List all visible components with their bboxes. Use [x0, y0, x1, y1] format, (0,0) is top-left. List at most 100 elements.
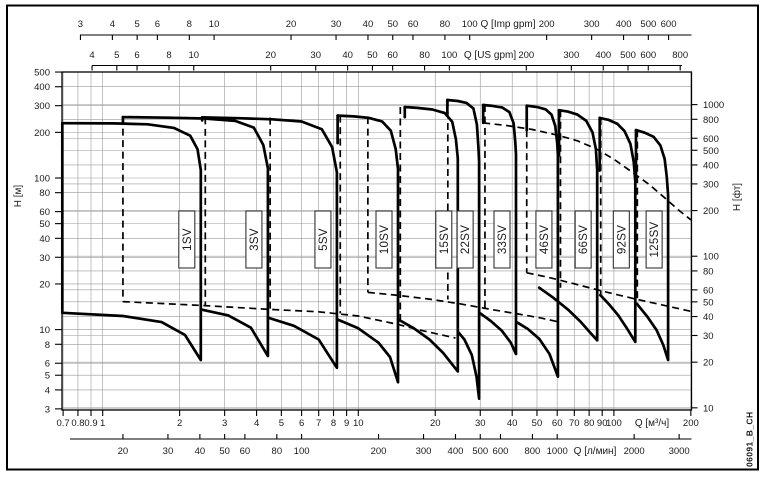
svg-text:50: 50	[367, 50, 378, 61]
svg-text:4: 4	[89, 50, 94, 61]
svg-text:3: 3	[222, 418, 227, 429]
svg-text:400: 400	[595, 50, 611, 61]
svg-text:0.9: 0.9	[84, 418, 97, 429]
pump-label-5SV: 5SV	[314, 210, 332, 269]
svg-text:20: 20	[118, 446, 129, 457]
svg-text:1000: 1000	[703, 100, 724, 111]
svg-text:300: 300	[584, 19, 600, 30]
envelope-125SV	[634, 128, 670, 362]
axis-bottom-lmin: 20 30 40 50 60 80 100 200 300 400 500 600 800 1000 200…	[70, 434, 692, 457]
svg-text:4: 4	[45, 385, 50, 396]
svg-text:500: 500	[34, 68, 50, 79]
pump-label-92SV: 92SV	[612, 210, 630, 269]
envelope-46SV	[516, 104, 560, 378]
axis-title-h-ft: H [фт]	[731, 183, 743, 211]
svg-text:30: 30	[475, 418, 486, 429]
svg-text:80: 80	[703, 266, 714, 277]
svg-text:100: 100	[462, 19, 478, 30]
pump-label-text: 5SV	[318, 228, 330, 251]
svg-text:50: 50	[532, 418, 543, 429]
svg-text:3000: 3000	[669, 446, 690, 457]
pump-label-box	[645, 210, 663, 269]
svg-text:300: 300	[34, 101, 50, 112]
envelope-curve-15SV	[396, 105, 460, 373]
svg-text:300: 300	[416, 446, 432, 457]
axis-title-h-m: H [м]	[13, 185, 24, 208]
svg-text:20: 20	[430, 418, 441, 429]
pump-label-text: 33SV	[497, 225, 509, 254]
pump-label-3SV: 3SV	[245, 210, 263, 269]
envelope-5SV	[200, 116, 339, 370]
pump-label-text: 1SV	[182, 228, 194, 251]
svg-text:8: 8	[331, 418, 336, 429]
svg-text:400: 400	[616, 19, 632, 30]
svg-text:200: 200	[683, 418, 699, 429]
svg-text:40: 40	[39, 234, 50, 245]
pump-label-box	[178, 210, 196, 269]
svg-text:60: 60	[387, 50, 398, 61]
pump-label-box	[612, 210, 630, 269]
svg-text:200: 200	[518, 50, 534, 61]
svg-text:400: 400	[34, 82, 50, 93]
svg-text:100: 100	[703, 252, 719, 263]
dashed-upper-limit-curve	[483, 122, 692, 221]
svg-text:4: 4	[110, 19, 115, 30]
pump-label-box	[245, 210, 263, 269]
svg-text:4: 4	[254, 418, 259, 429]
axis-top-us-gpm: 4 5 6 8 10 20 30 40 50 60 80 100 200 300 400 500 600 800 Q…	[89, 50, 688, 71]
drawing-number-text: 06091_B_CH	[745, 411, 755, 467]
envelope-curve-10SV	[335, 114, 400, 384]
pump-label-box	[456, 210, 474, 269]
pump-label-text: 125SV	[649, 221, 661, 257]
svg-text:5: 5	[279, 418, 284, 429]
envelope-curve-46SV	[516, 104, 560, 378]
svg-text:300: 300	[703, 179, 719, 190]
pump-labels: 1SV 3SV 5SV 10SV 15SV 22SV 33SV 46SV 66SV 92SV 125…	[178, 210, 663, 269]
svg-text:50: 50	[703, 297, 714, 308]
svg-text:50: 50	[39, 219, 50, 230]
figure-border	[6, 4, 759, 471]
svg-text:1: 1	[100, 418, 105, 429]
pump-label-1SV: 1SV	[178, 210, 196, 269]
envelope-66SV	[537, 108, 599, 342]
svg-text:60: 60	[552, 418, 563, 429]
svg-text:10: 10	[703, 403, 714, 414]
svg-text:10: 10	[188, 50, 199, 61]
svg-text:200: 200	[371, 446, 387, 457]
svg-text:100: 100	[441, 50, 457, 61]
envelope-33SV	[478, 103, 518, 356]
svg-text:60: 60	[408, 19, 419, 30]
svg-text:6: 6	[299, 418, 304, 429]
envelope-92SV	[598, 116, 637, 344]
plot-frame	[61, 71, 693, 411]
pump-label-15SV: 15SV	[435, 210, 453, 269]
svg-text:80: 80	[272, 446, 283, 457]
svg-text:6: 6	[45, 359, 50, 370]
svg-text:3: 3	[45, 404, 50, 415]
svg-text:50: 50	[219, 446, 230, 457]
svg-text:80: 80	[39, 188, 50, 199]
svg-text:200: 200	[34, 128, 50, 139]
svg-text:7: 7	[316, 418, 321, 429]
svg-text:20: 20	[39, 279, 50, 290]
svg-text:40: 40	[342, 50, 353, 61]
svg-text:500: 500	[620, 50, 636, 61]
svg-text:60: 60	[240, 446, 251, 457]
svg-text:60: 60	[703, 285, 714, 296]
svg-text:2000: 2000	[624, 446, 645, 457]
envelope-curve-66SV	[537, 108, 599, 342]
svg-text:0.8: 0.8	[71, 418, 84, 429]
svg-text:500: 500	[703, 146, 719, 157]
svg-text:6: 6	[134, 50, 139, 61]
svg-text:8: 8	[166, 50, 171, 61]
svg-text:80: 80	[440, 19, 451, 30]
svg-text:300: 300	[563, 50, 579, 61]
svg-text:500: 500	[472, 446, 488, 457]
pump-label-box	[375, 210, 393, 269]
pump-label-text: 10SV	[379, 225, 391, 254]
svg-text:60: 60	[39, 207, 50, 218]
